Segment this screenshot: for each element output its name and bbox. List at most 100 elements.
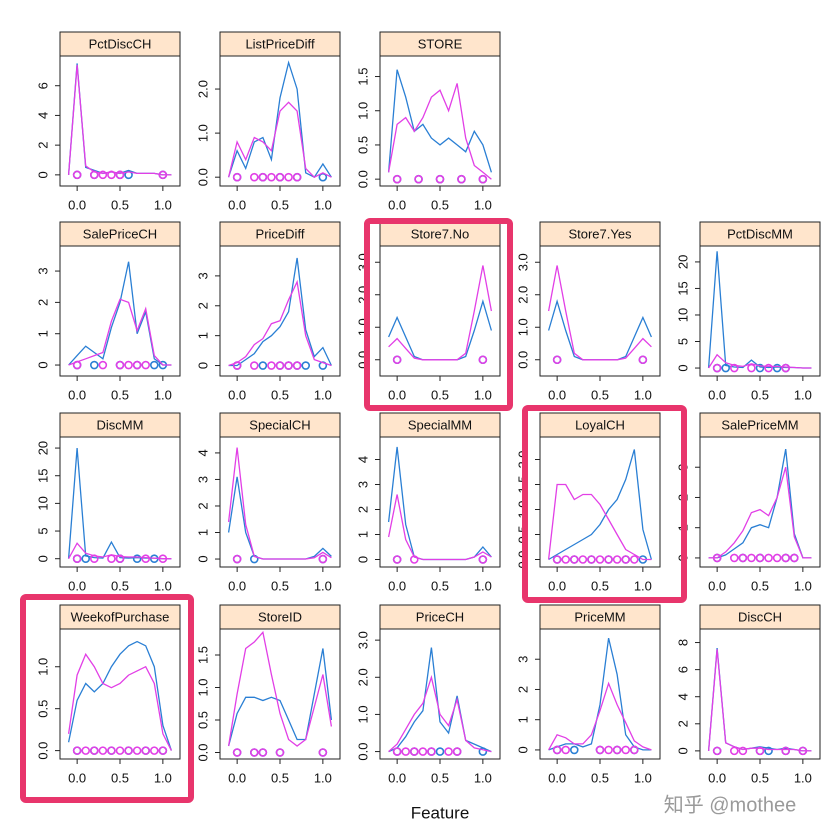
y-tick-label: 1.0 [515, 318, 530, 336]
rug-point [552, 745, 562, 755]
x-tick-label: 0.0 [228, 578, 246, 593]
panel-frame [699, 436, 821, 568]
rug-point [89, 746, 99, 755]
strip [699, 604, 821, 630]
rug-point [392, 555, 402, 564]
x-tick-label: 0.5 [111, 770, 129, 785]
x-tick-label: 0.5 [591, 387, 609, 402]
rug-point [638, 355, 648, 365]
x-tick-label: 1.0 [634, 770, 652, 785]
rug-point [569, 555, 579, 564]
y-tick-label: 2 [675, 720, 690, 727]
y-tick-label: 3 [355, 481, 370, 488]
rug-point [587, 555, 596, 564]
panel-frame [539, 436, 661, 568]
rug-point [578, 555, 588, 564]
x-tick-label: 1.0 [154, 578, 172, 593]
rug-point [444, 747, 453, 756]
density-line [227, 476, 332, 560]
rug-point [612, 555, 622, 564]
rug-point [115, 360, 125, 370]
y-tick-label: 2 [195, 302, 210, 309]
panel-frame [59, 628, 181, 760]
rug-point [284, 361, 293, 370]
x-tick-label: 0.0 [388, 578, 406, 593]
rug-point [72, 170, 82, 180]
x-tick-label: 0.5 [271, 387, 289, 402]
rug-point [612, 745, 622, 755]
density-line [388, 674, 492, 753]
density-line [547, 483, 652, 561]
y-tick-label: 4 [195, 449, 210, 456]
density-line [227, 60, 332, 179]
x-tick-label: 0.0 [388, 770, 406, 785]
density-line [227, 630, 333, 747]
x-tick-label: 0.0 [708, 387, 726, 402]
y-tick-label: 0.0 [195, 168, 210, 186]
rug-point [755, 553, 765, 563]
density-line [708, 353, 812, 369]
y-tick-label: 1.0 [355, 102, 370, 120]
rug-point [258, 748, 268, 757]
y-tick-label: 1 [515, 716, 530, 723]
rug-point [604, 745, 613, 755]
rug-point [401, 747, 411, 756]
x-tick-label: 0.5 [751, 770, 769, 785]
panel-title: WeekofPurchase [71, 609, 170, 624]
rug-point [392, 174, 402, 184]
rug-point [721, 363, 731, 373]
density-line [227, 101, 332, 178]
x-tick-label: 1.0 [154, 197, 172, 212]
y-tick-label: 1.5 [355, 67, 370, 85]
y-tick-label: 3 [195, 272, 210, 279]
rug-point [452, 747, 462, 756]
y-tick-label: 2 [35, 142, 50, 149]
rug-point [115, 746, 125, 755]
x-tick-label: 0.5 [271, 578, 289, 593]
rug-point [275, 361, 285, 370]
density-line [388, 647, 492, 753]
rug-point [258, 361, 268, 370]
x-tick-label: 1.0 [154, 770, 172, 785]
rug-point [561, 745, 571, 755]
rug-point [249, 748, 259, 757]
rug-point [418, 747, 428, 756]
panel-frame [219, 628, 341, 760]
x-tick-label: 0.0 [388, 197, 406, 212]
rug-point [292, 172, 302, 182]
rug-point [772, 363, 782, 373]
rug-point [141, 746, 151, 755]
y-tick-label: 1 [35, 330, 50, 337]
x-tick-label: 0.0 [548, 770, 566, 785]
rug-point [149, 746, 159, 755]
y-tick-label: 4 [355, 456, 370, 463]
rug-point [629, 555, 639, 564]
density-line [387, 69, 493, 173]
x-tick-label: 0.5 [111, 197, 129, 212]
rug-point [115, 554, 125, 564]
y-tick-label: 2 [195, 502, 210, 509]
y-tick-label: 5 [35, 527, 50, 534]
rug-point [712, 553, 722, 563]
rug-point [604, 555, 613, 564]
x-tick-label: 1.0 [634, 387, 652, 402]
rug-point [292, 361, 302, 370]
density-line [67, 652, 172, 751]
x-tick-label: 0.5 [271, 197, 289, 212]
rug-point [621, 555, 631, 564]
rug-point [789, 553, 799, 563]
y-tick-label: 8 [675, 639, 690, 646]
density-line [228, 257, 332, 367]
panel-title: PriceDiff [256, 226, 305, 241]
rug-point [414, 174, 423, 184]
y-tick-label: 4 [675, 693, 690, 700]
y-tick-label: 0 [195, 362, 210, 369]
panel-frame [539, 628, 661, 760]
strip [539, 604, 661, 630]
density-line [547, 298, 652, 361]
y-tick-label: 0.0 [35, 742, 50, 760]
x-tick-label: 0.5 [591, 770, 609, 785]
y-tick-label: 0.0 [355, 170, 370, 188]
rug-point [595, 555, 605, 564]
rug-point [729, 553, 739, 563]
